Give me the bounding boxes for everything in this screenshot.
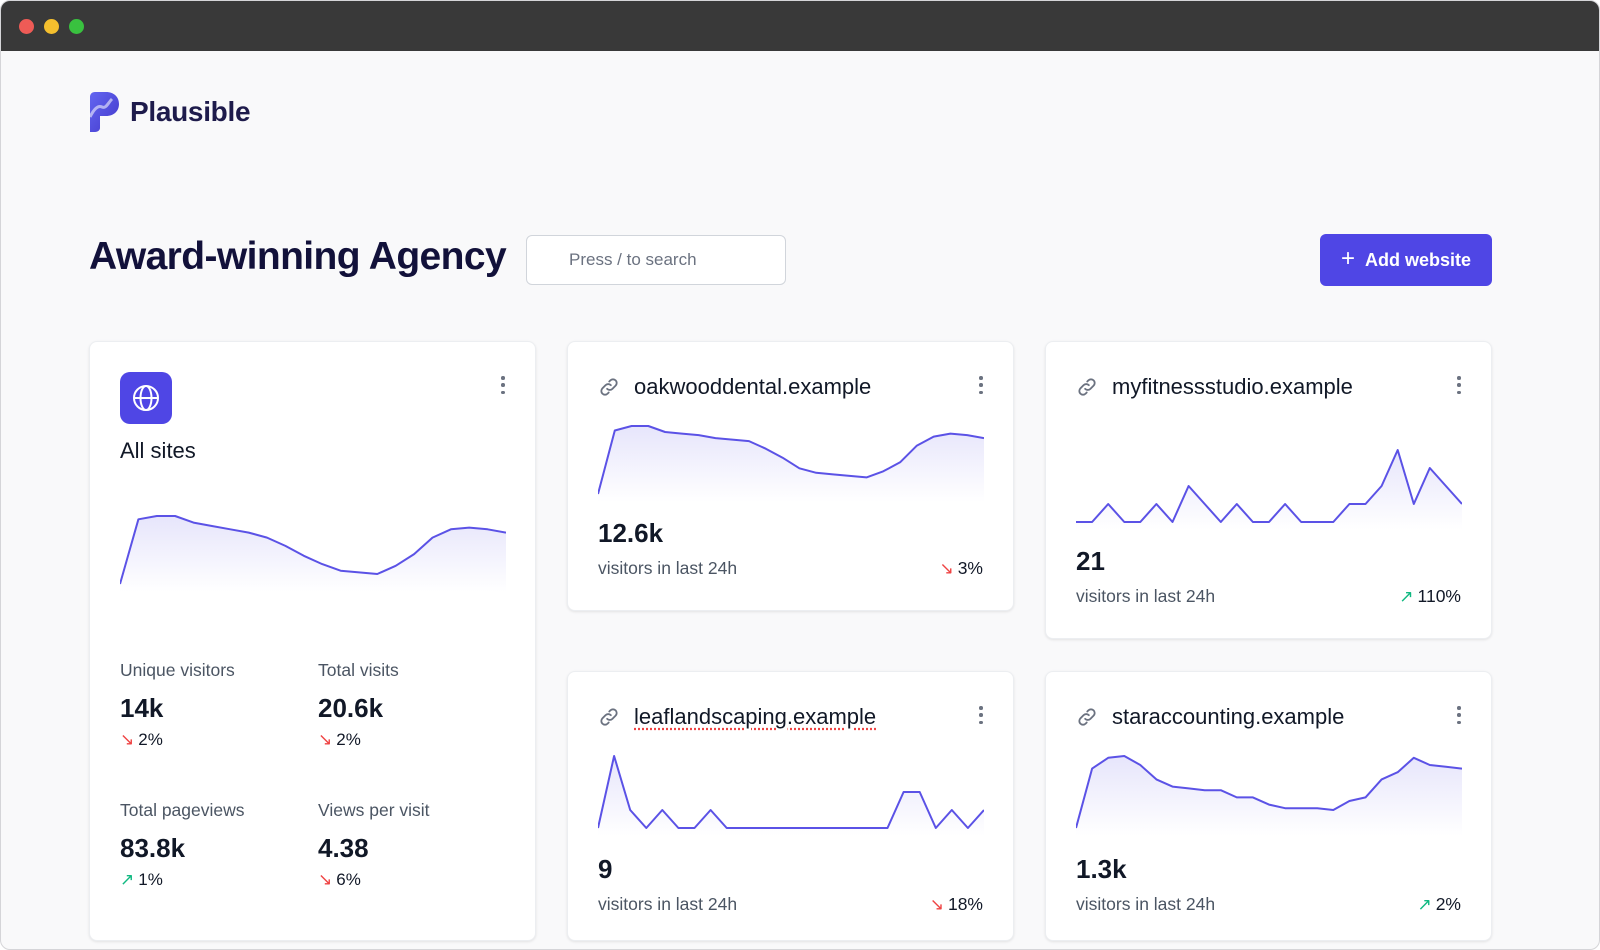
trend-up-icon: ↗: [1417, 894, 1432, 914]
all-sites-sparkline: [120, 515, 506, 592]
site-change-value: 2%: [1435, 894, 1461, 914]
sparkline-area: [598, 756, 984, 836]
metric-label: Views per visit: [318, 800, 430, 820]
site-card[interactable]: myfitnessstudio.example 21 visitors in l…: [1045, 341, 1492, 639]
site-header: oakwooddental.example: [598, 374, 871, 400]
sparkline-line: [1076, 755, 1462, 829]
trend-down-icon: ↘: [939, 558, 954, 578]
site-visitors-label: visitors in last 24h: [598, 558, 738, 578]
site-domain-link[interactable]: staraccounting.example: [1112, 704, 1345, 729]
site-sparkline: [1076, 449, 1462, 530]
site-change-value: 18%: [947, 894, 983, 914]
metric-value: 4.38: [318, 833, 369, 863]
metric-value: 14k: [120, 693, 164, 723]
globe-icon: [133, 385, 159, 411]
metric-change: ↘ 6%: [318, 870, 430, 890]
all-sites-badge: [120, 372, 172, 424]
sparkline-line: [598, 755, 984, 829]
metric-label: Unique visitors: [120, 660, 235, 680]
metric-change: ↘ 2%: [318, 730, 399, 750]
site-domain-link[interactable]: oakwooddental.example: [634, 374, 872, 399]
site-menu-button[interactable]: [1454, 374, 1464, 396]
site-visitors-label: visitors in last 24h: [1076, 894, 1216, 914]
search-input[interactable]: [526, 235, 786, 285]
link-icon: [600, 708, 618, 726]
site-visitors-value: 1.3k: [1076, 854, 1127, 884]
sparkline-area: [1076, 450, 1462, 530]
site-change: ↘ 18%: [930, 894, 983, 915]
metric-total-visits: Total visits 20.6k ↘ 2%: [318, 660, 399, 750]
trend-up-icon: ↗: [1399, 586, 1414, 606]
site-menu-button[interactable]: [1454, 704, 1464, 726]
app-name: Plausible: [130, 96, 251, 127]
metric-views-per-visit: Views per visit 4.38 ↘ 6%: [318, 800, 430, 890]
site-card[interactable]: leaflandscaping.example 9 visitors in la…: [567, 671, 1014, 941]
all-sites-label: All sites: [120, 438, 196, 463]
site-menu-button[interactable]: [976, 374, 986, 396]
site-visitors-value: 9: [598, 854, 613, 884]
metric-value: 83.8k: [120, 833, 186, 863]
site-domain-link[interactable]: leaflandscaping.example: [634, 704, 877, 729]
page-title: Award-winning Agency: [89, 235, 507, 278]
metric-total-pageviews: Total pageviews 83.8k ↗ 1%: [120, 800, 245, 890]
link-icon: [1078, 378, 1096, 396]
metric-label: Total pageviews: [120, 800, 245, 820]
trend-down-icon: ↘: [929, 894, 944, 914]
site-header: leaflandscaping.example: [598, 704, 876, 730]
trend-down-icon: ↘: [120, 730, 135, 749]
maximize-window-button[interactable]: [69, 19, 84, 34]
site-visitors-label: visitors in last 24h: [598, 894, 738, 914]
add-website-label: Add website: [1365, 249, 1472, 270]
add-website-button[interactable]: + Add website: [1320, 234, 1492, 286]
site-visitors-label: visitors in last 24h: [1076, 586, 1216, 606]
site-change: ↗ 110%: [1399, 586, 1461, 607]
sparkline-line: [598, 425, 984, 495]
metric-change-value: 6%: [336, 870, 361, 889]
site-visitors-value: 21: [1076, 546, 1105, 576]
sparkline-line: [1076, 449, 1462, 523]
sparkline-line: [120, 515, 506, 585]
site-card[interactable]: oakwooddental.example 12.6k visitors in …: [567, 341, 1014, 611]
site-sparkline: [598, 425, 984, 502]
plausible-logo-icon: [88, 92, 119, 132]
metric-change-value: 2%: [336, 730, 361, 749]
site-visitors-value: 12.6k: [598, 518, 664, 548]
minimize-window-button[interactable]: [44, 19, 59, 34]
app-logo[interactable]: Plausible: [88, 91, 251, 133]
metric-change: ↗ 1%: [120, 870, 245, 890]
plus-icon: +: [1340, 245, 1355, 272]
metric-change: ↘ 2%: [120, 730, 235, 750]
site-change: ↘ 3%: [939, 558, 983, 579]
trend-down-icon: ↘: [318, 730, 333, 749]
site-sparkline: [1076, 755, 1462, 836]
metric-label: Total visits: [318, 660, 399, 680]
sparkline-area: [120, 516, 506, 592]
site-header: staraccounting.example: [1076, 704, 1344, 730]
site-change-value: 110%: [1417, 586, 1461, 606]
trend-down-icon: ↘: [318, 870, 333, 889]
metric-change-value: 2%: [138, 730, 163, 749]
sparkline-area: [1076, 756, 1462, 836]
all-sites-card[interactable]: All sites Unique visitors 14k ↘ 2% Total…: [89, 341, 536, 941]
site-domain-link[interactable]: myfitnessstudio.example: [1112, 374, 1353, 399]
link-icon: [600, 378, 618, 396]
metric-change-value: 1%: [138, 870, 163, 889]
site-sparkline: [598, 755, 984, 836]
site-menu-button[interactable]: [976, 704, 986, 726]
site-change-value: 3%: [957, 558, 983, 578]
site-card[interactable]: staraccounting.example 1.3k visitors in …: [1045, 671, 1492, 941]
site-change: ↗ 2%: [1417, 894, 1461, 915]
metric-value: 20.6k: [318, 693, 384, 723]
close-window-button[interactable]: [19, 19, 34, 34]
metric-unique-visitors: Unique visitors 14k ↘ 2%: [120, 660, 235, 750]
link-icon: [1078, 708, 1096, 726]
trend-up-icon: ↗: [120, 870, 135, 889]
all-sites-menu-button[interactable]: [498, 374, 508, 396]
site-header: myfitnessstudio.example: [1076, 374, 1353, 400]
window-titlebar: [1, 1, 1599, 51]
